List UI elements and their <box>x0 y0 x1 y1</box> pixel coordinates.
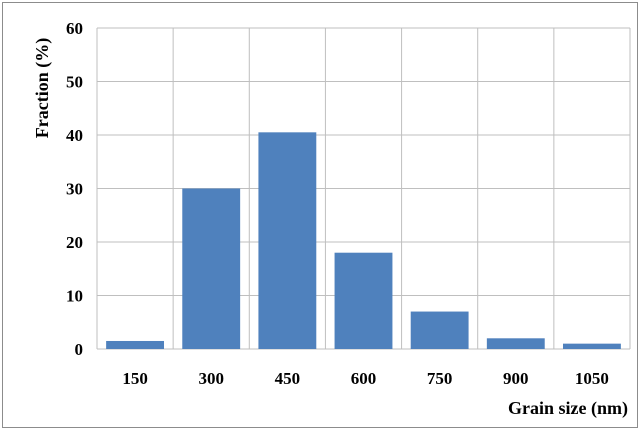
y-tick-label: 30 <box>66 180 83 199</box>
y-tick-label: 10 <box>66 287 83 306</box>
bar-1050 <box>562 343 621 349</box>
bar-150 <box>106 340 165 349</box>
x-tick-label: 300 <box>198 369 224 388</box>
x-tick-label: 1050 <box>575 369 609 388</box>
y-axis-title: Fraction (%) <box>32 38 53 138</box>
bar-750 <box>410 311 469 349</box>
x-axis-title: Grain size (nm) <box>508 398 628 419</box>
y-tick-label: 40 <box>66 126 83 145</box>
bar-450 <box>258 132 317 349</box>
y-tick-label: 60 <box>66 19 83 38</box>
bar-900 <box>486 338 545 349</box>
x-tick-label: 900 <box>503 369 529 388</box>
x-tick-label: 150 <box>122 369 148 388</box>
y-tick-labels: 0 10 20 30 40 50 60 <box>66 19 83 359</box>
x-tick-label: 750 <box>427 369 453 388</box>
chart-frame <box>2 2 638 428</box>
y-tick-label: 0 <box>75 340 84 359</box>
y-tick-label: 50 <box>66 73 83 92</box>
bar-600 <box>334 252 393 349</box>
y-tick-label: 20 <box>66 233 83 252</box>
x-tick-label: 600 <box>351 369 377 388</box>
x-tick-labels: 150 300 450 600 750 900 1050 <box>122 369 609 388</box>
bar-300 <box>182 188 241 349</box>
x-tick-label: 450 <box>275 369 301 388</box>
bars-layer <box>106 132 621 349</box>
